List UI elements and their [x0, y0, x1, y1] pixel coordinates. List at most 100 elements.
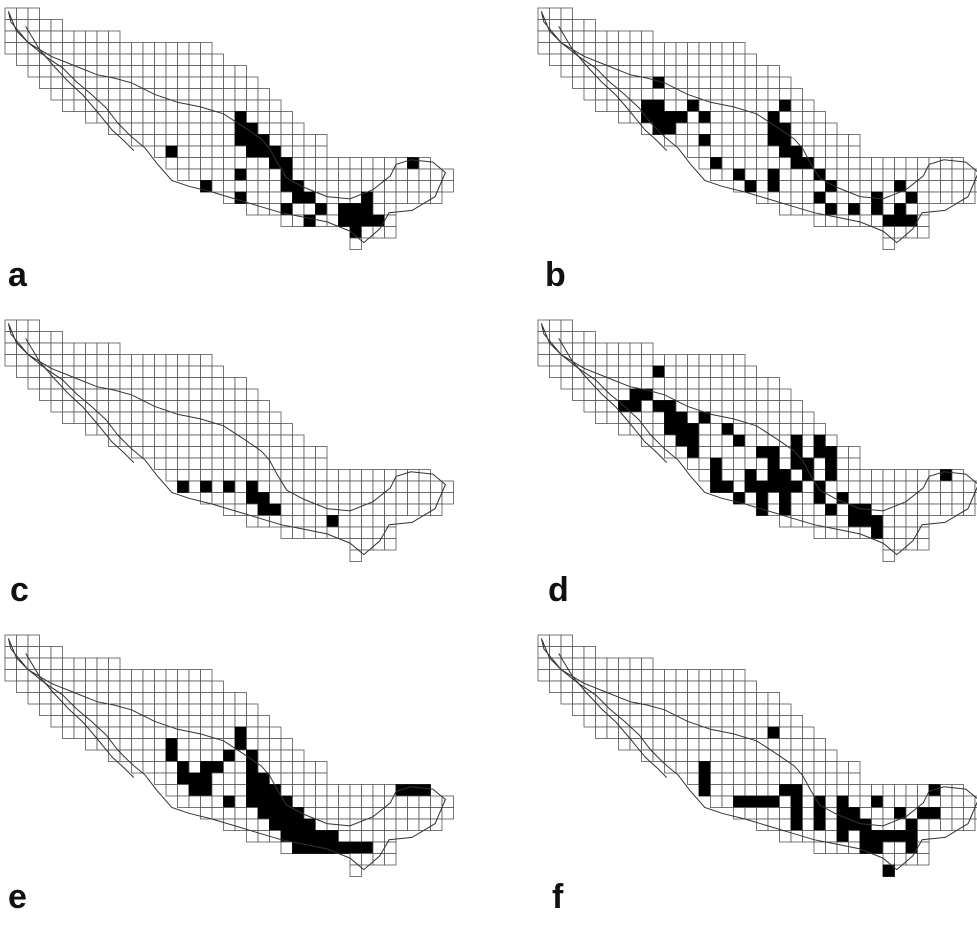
grid-cell	[349, 795, 362, 808]
occupied-grid-cell	[269, 503, 282, 516]
occupied-grid-cell	[234, 726, 247, 739]
grid-cell	[813, 526, 826, 539]
grid-cell	[687, 365, 700, 378]
grid-cell	[177, 703, 190, 716]
occupied-grid-cell	[177, 761, 190, 774]
grid-cell	[710, 795, 723, 808]
grid-cell	[418, 469, 431, 482]
grid-cell	[177, 377, 190, 390]
grid-cell	[188, 457, 201, 470]
grid-cell	[790, 749, 803, 762]
grid-cell	[62, 342, 75, 355]
grid-cell	[154, 122, 167, 135]
occupied-grid-cell	[940, 469, 953, 482]
grid-cell	[200, 795, 213, 808]
grid-cell	[802, 749, 815, 762]
grid-cell	[687, 388, 700, 401]
grid-cell	[721, 680, 734, 693]
grid-cell	[905, 168, 918, 181]
grid-cell	[733, 772, 746, 785]
grid-cell	[583, 388, 596, 401]
grid-cell	[698, 388, 711, 401]
grid-cell	[349, 237, 362, 250]
grid-cell	[223, 761, 236, 774]
grid-cell	[756, 457, 769, 470]
grid-cell	[50, 331, 63, 344]
grid-cell	[269, 122, 282, 135]
grid-cell	[825, 772, 838, 785]
grid-cell	[73, 692, 86, 705]
grid-cell	[779, 457, 792, 470]
grid-cell	[223, 411, 236, 424]
grid-cell	[813, 134, 826, 147]
grid-cell	[165, 703, 178, 716]
grid-cell	[871, 492, 884, 505]
grid-cell	[292, 446, 305, 459]
occupied-grid-cell	[871, 795, 884, 808]
grid-cell	[687, 738, 700, 751]
grid-cell	[560, 692, 573, 705]
grid-cell	[710, 400, 723, 413]
occupied-grid-cell	[257, 145, 270, 158]
grid-cell	[246, 76, 259, 89]
grid-cell	[142, 365, 155, 378]
grid-cell	[698, 446, 711, 459]
grid-cell	[62, 726, 75, 739]
grid-cell	[188, 42, 201, 55]
grid-cell	[802, 503, 815, 516]
grid-cell	[641, 377, 654, 390]
grid-cell	[744, 446, 757, 459]
grid-cell	[142, 65, 155, 78]
occupied-grid-cell	[825, 203, 838, 216]
grid-cell	[859, 807, 872, 820]
grid-cell	[142, 703, 155, 716]
grid-cell	[349, 807, 362, 820]
grid-cell	[675, 377, 688, 390]
grid-cell	[572, 646, 585, 659]
grid-cell	[767, 423, 780, 436]
grid-cell	[27, 646, 40, 659]
grid-cell	[744, 65, 757, 78]
occupied-grid-cell	[767, 480, 780, 493]
grid-cell	[315, 168, 328, 181]
grid-cell	[188, 446, 201, 459]
grid-cell	[200, 377, 213, 390]
occupied-grid-cell	[928, 807, 941, 820]
occupied-grid-cell	[813, 807, 826, 820]
occupied-grid-cell	[871, 515, 884, 528]
grid-cell	[537, 354, 550, 367]
grid-cell	[303, 503, 316, 516]
grid-cell	[641, 749, 654, 762]
grid-cell	[549, 42, 562, 55]
grid-cell	[767, 145, 780, 158]
grid-cell	[687, 88, 700, 101]
grid-cell	[257, 400, 270, 413]
grid-cell	[641, 434, 654, 447]
grid-cell	[595, 99, 608, 112]
grid-cell	[687, 65, 700, 78]
grid-cell	[407, 180, 420, 193]
grid-cell	[664, 749, 677, 762]
grid-cell	[119, 122, 132, 135]
grid-cell	[710, 680, 723, 693]
grid-cell	[154, 772, 167, 785]
occupied-grid-cell	[871, 203, 884, 216]
grid-cell	[779, 157, 792, 170]
grid-cell	[280, 772, 293, 785]
grid-cell	[698, 680, 711, 693]
grid-cell	[211, 180, 224, 193]
grid-cell	[372, 191, 385, 204]
occupied-grid-cell	[710, 480, 723, 493]
grid-cell	[905, 503, 918, 516]
grid-cell	[50, 30, 63, 43]
grid-cell	[269, 492, 282, 505]
grid-cell	[315, 480, 328, 493]
grid-cell	[142, 377, 155, 390]
occupied-grid-cell	[790, 807, 803, 820]
occupied-grid-cell	[836, 795, 849, 808]
grid-cell	[549, 7, 562, 20]
grid-cell	[384, 538, 397, 551]
grid-cell	[211, 784, 224, 797]
grid-cell	[246, 400, 259, 413]
